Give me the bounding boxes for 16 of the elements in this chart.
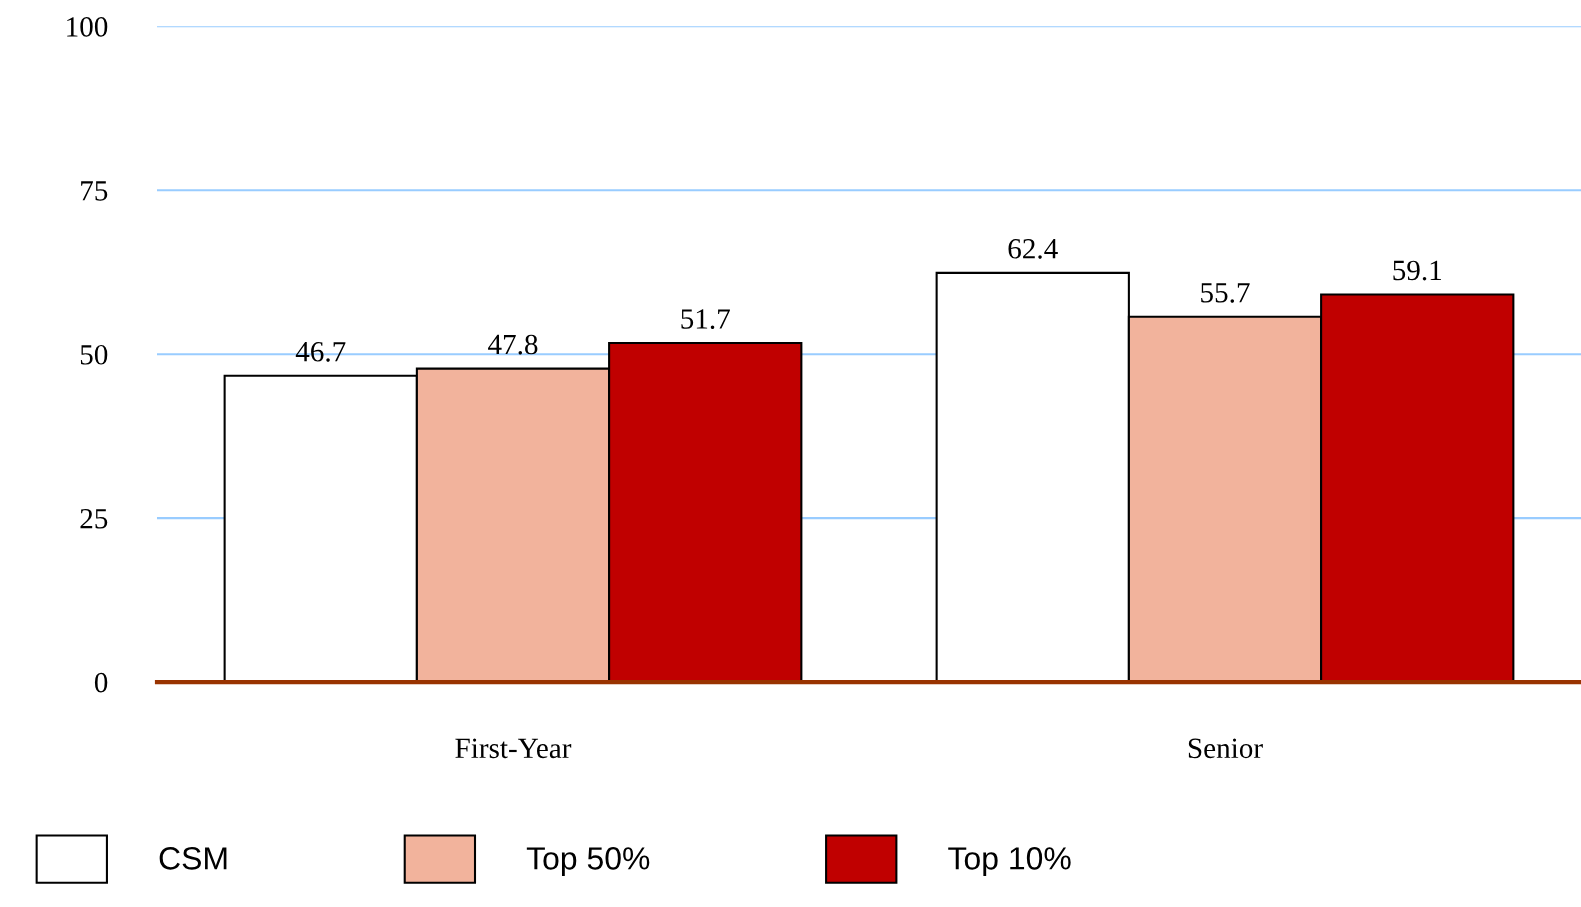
x-tick-label: Senior [1188, 738, 1263, 759]
y-tick-label: 100 [67, 17, 108, 37]
data-label: 55.7 [1201, 283, 1250, 303]
y-tick-label: 0 [94, 672, 108, 693]
legend-label: Top 10% [948, 847, 1071, 876]
y-tick-label: 75 [81, 181, 108, 201]
data-label: 62.4 [1008, 239, 1058, 259]
data-label: 46.7 [295, 341, 346, 362]
legend-label: Top 50% [526, 847, 650, 876]
legend-label: CSM [159, 847, 227, 870]
data-label: 47.8 [488, 334, 538, 355]
data-label: 51.7 [681, 309, 730, 329]
x-tick-label: First-Year [455, 738, 572, 759]
y-tick-label: 50 [80, 344, 108, 365]
data-label: 59.1 [1393, 260, 1442, 281]
y-tick-label: 25 [80, 508, 108, 529]
